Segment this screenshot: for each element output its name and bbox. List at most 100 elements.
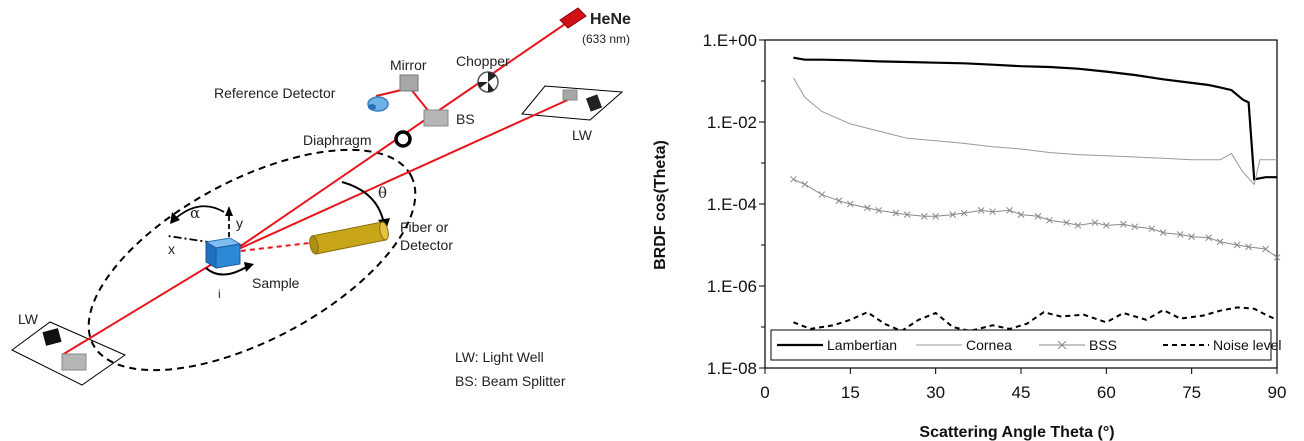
- bss-marker: [1273, 253, 1281, 261]
- theta-arc: [341, 181, 385, 225]
- chopper: [477, 71, 499, 93]
- x-tick-labels: 0 15 30 45 60 75 90: [760, 368, 1286, 402]
- y-tick-label: 1.E+00: [703, 31, 757, 50]
- x-axis-title: Scattering Angle Theta (°): [919, 424, 1114, 441]
- diaphragm: [394, 130, 412, 148]
- alpha-label: α: [190, 204, 200, 222]
- x-tick-label: 45: [1012, 383, 1031, 402]
- hene-wavelength-label: (633 nm): [582, 32, 630, 46]
- plot-area-border: [764, 39, 1278, 369]
- bss-marker: [1159, 229, 1167, 237]
- bss-marker: [932, 212, 940, 220]
- bss-marker: [1262, 245, 1269, 253]
- hene-laser: [559, 7, 587, 29]
- sample-rotation-arrowhead: [244, 262, 254, 272]
- bss-marker: [1017, 211, 1025, 218]
- lw-bottom-label: LW: [18, 311, 39, 327]
- y-axis-title: BRDF cos(Theta): [652, 140, 669, 270]
- bss-marker: [1148, 225, 1156, 233]
- bss-marker: [1074, 222, 1082, 229]
- x-tick-label: 90: [1268, 383, 1287, 402]
- bss-marker: [864, 204, 871, 212]
- x-tick-label: 0: [760, 383, 769, 402]
- sample-rotation-arrow: [205, 265, 249, 276]
- measurement-ellipse: [87, 148, 417, 372]
- x-tick-label: 75: [1182, 383, 1201, 402]
- plot-frame: [764, 39, 1278, 369]
- beam-splitter: [423, 109, 449, 127]
- light-well-top-absorber: [585, 94, 603, 112]
- bss-marker: [920, 212, 928, 220]
- bss-marker: [790, 175, 797, 183]
- theta-label: θ: [378, 184, 387, 202]
- bss-marker: [1176, 231, 1184, 238]
- light-well-bottom-absorber: [42, 328, 62, 346]
- sample: [204, 237, 242, 269]
- legend-marker: [1057, 340, 1067, 350]
- reference-detector-label: Reference Detector: [214, 85, 336, 101]
- x-tick-label: 60: [1097, 383, 1116, 402]
- bss-marker: [903, 211, 911, 218]
- chopper-label: Chopper: [456, 53, 510, 69]
- y-tick-label: 1.E-02: [707, 113, 757, 132]
- legend-lw-text: LW: Light Well: [455, 349, 544, 365]
- bss-marker: [846, 200, 854, 208]
- bss-marker: [1063, 219, 1070, 227]
- x-tick-label: 15: [841, 383, 860, 402]
- mirror-label: Mirror: [390, 57, 427, 73]
- bss-marker: [801, 181, 809, 188]
- bss-marker: [1091, 219, 1099, 227]
- alpha-arrowhead: [170, 212, 180, 224]
- i-axis-label: i: [218, 287, 221, 301]
- bss-marker: [1233, 241, 1241, 249]
- y-tick-label: 1.E-04: [707, 195, 757, 214]
- bss-marker: [875, 206, 883, 214]
- bss-marker: [1034, 212, 1042, 220]
- bss-marker: [1102, 222, 1110, 229]
- bss-marker: [1216, 238, 1224, 246]
- x-tick-label: 30: [926, 383, 945, 402]
- legend-label: Cornea: [966, 337, 1012, 353]
- legend-box: [770, 329, 1272, 361]
- bss-marker: [989, 208, 996, 216]
- fiber-detector: [309, 221, 389, 255]
- y-tick-label: 1.E-06: [707, 277, 757, 296]
- light-well-bottom-mirror: [61, 353, 87, 371]
- series-line-lambertian: [793, 56, 1277, 181]
- bss-marker: [1205, 234, 1213, 242]
- x-axis-label: x: [168, 241, 175, 257]
- series-line-noise-level: [793, 306, 1278, 333]
- diaphragm-label: Diaphragm: [303, 132, 371, 148]
- bss-marker: [960, 209, 968, 217]
- bss-marker: [1188, 233, 1196, 240]
- bss-marker: [1120, 220, 1127, 228]
- series-line-bss: [793, 178, 1278, 258]
- y-axis-arrowhead: [225, 206, 233, 216]
- bss-marker: [1131, 223, 1139, 231]
- bss-marker: [1245, 243, 1252, 251]
- bss-marker: [835, 197, 843, 205]
- y-axis-label: y: [236, 215, 243, 231]
- legend: Lambertian Cornea BSS Noise level: [770, 329, 1281, 361]
- legend-bs-text: BS: Beam Splitter: [455, 373, 566, 389]
- fiber-label: Fiber or: [400, 219, 449, 235]
- bss-marker: [1006, 206, 1013, 214]
- legend-label: Noise level: [1213, 337, 1281, 353]
- sample-axes: [167, 205, 230, 246]
- y-tick-label: 1.E-08: [707, 359, 757, 378]
- series-line-cornea: [792, 77, 1277, 186]
- hene-label: HeNe: [590, 11, 631, 28]
- detector-label: Detector: [400, 237, 453, 253]
- bs-label: BS: [456, 111, 475, 127]
- brdf-chart: 1.E-08 1.E-06 1.E-04 1.E-02 1.E+00 0 15 30 45 60…: [652, 31, 1286, 441]
- legend-label: BSS: [1089, 337, 1117, 353]
- light-well-top-mirror: [562, 89, 578, 101]
- lw-top-label: LW: [572, 127, 593, 143]
- series-layer: [790, 56, 1281, 333]
- reference-detector: [367, 96, 389, 112]
- bss-marker: [977, 206, 985, 214]
- bss-marker: [818, 191, 826, 198]
- optical-setup-diagram: HeNe (633 nm) Chopper Mirror Reference D…: [11, 7, 631, 389]
- bss-marker: [892, 209, 900, 217]
- sample-label: Sample: [252, 275, 300, 291]
